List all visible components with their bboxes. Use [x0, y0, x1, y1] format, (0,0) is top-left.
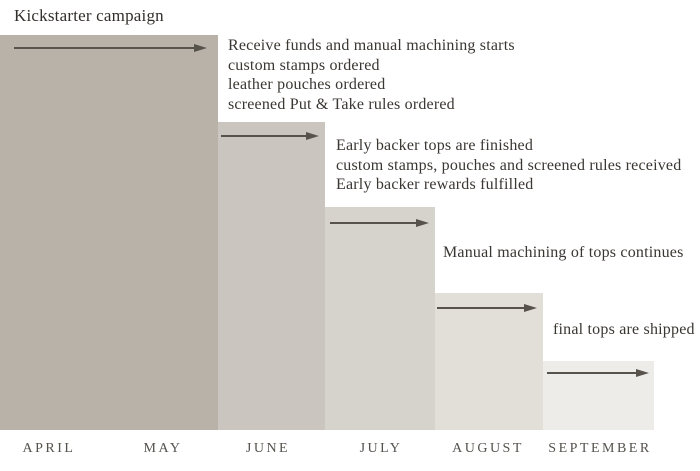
- note-line: Early backer tops are finished: [336, 137, 534, 154]
- phase-arrow-july: [330, 219, 429, 227]
- month-label-may: MAY: [143, 441, 183, 456]
- chart-title: Kickstarter campaign: [14, 6, 164, 25]
- phase-arrow-april-may: [14, 44, 207, 52]
- note-line: custom stamps ordered: [228, 56, 380, 74]
- phase-block-june: [218, 122, 325, 430]
- note-line: Manual machining of tops continues: [443, 244, 684, 261]
- note-line: custom stamps, pouches and screened rule…: [336, 156, 682, 174]
- month-label-april: APRIL: [22, 441, 76, 456]
- phase-note-september: final tops are shipped: [553, 320, 695, 340]
- note-line: Receive funds and manual machining start…: [228, 37, 515, 54]
- phase-block-august: [435, 293, 543, 430]
- phase-note-july: Early backer tops are finished custom st…: [336, 136, 681, 195]
- note-line: screened Put & Take rules ordered: [228, 95, 455, 113]
- phase-arrow-september: [547, 369, 649, 377]
- phase-note-june: Receive funds and manual machining start…: [228, 36, 515, 114]
- month-label-september: SEPTEMBER: [548, 441, 652, 456]
- phase-block-april-may: [0, 35, 218, 430]
- phase-note-august: Manual machining of tops continues: [443, 243, 684, 263]
- note-line: Early backer rewards fulfilled: [336, 176, 534, 193]
- month-label-august: AUGUST: [452, 441, 524, 456]
- phase-block-july: [325, 207, 435, 430]
- month-label-july: JULY: [359, 441, 403, 456]
- month-label-june: JUNE: [245, 441, 291, 456]
- phase-arrow-august: [437, 304, 537, 312]
- phase-arrow-june: [221, 132, 319, 140]
- note-line: final tops are shipped: [553, 321, 695, 338]
- note-line: leather pouches ordered: [228, 76, 386, 93]
